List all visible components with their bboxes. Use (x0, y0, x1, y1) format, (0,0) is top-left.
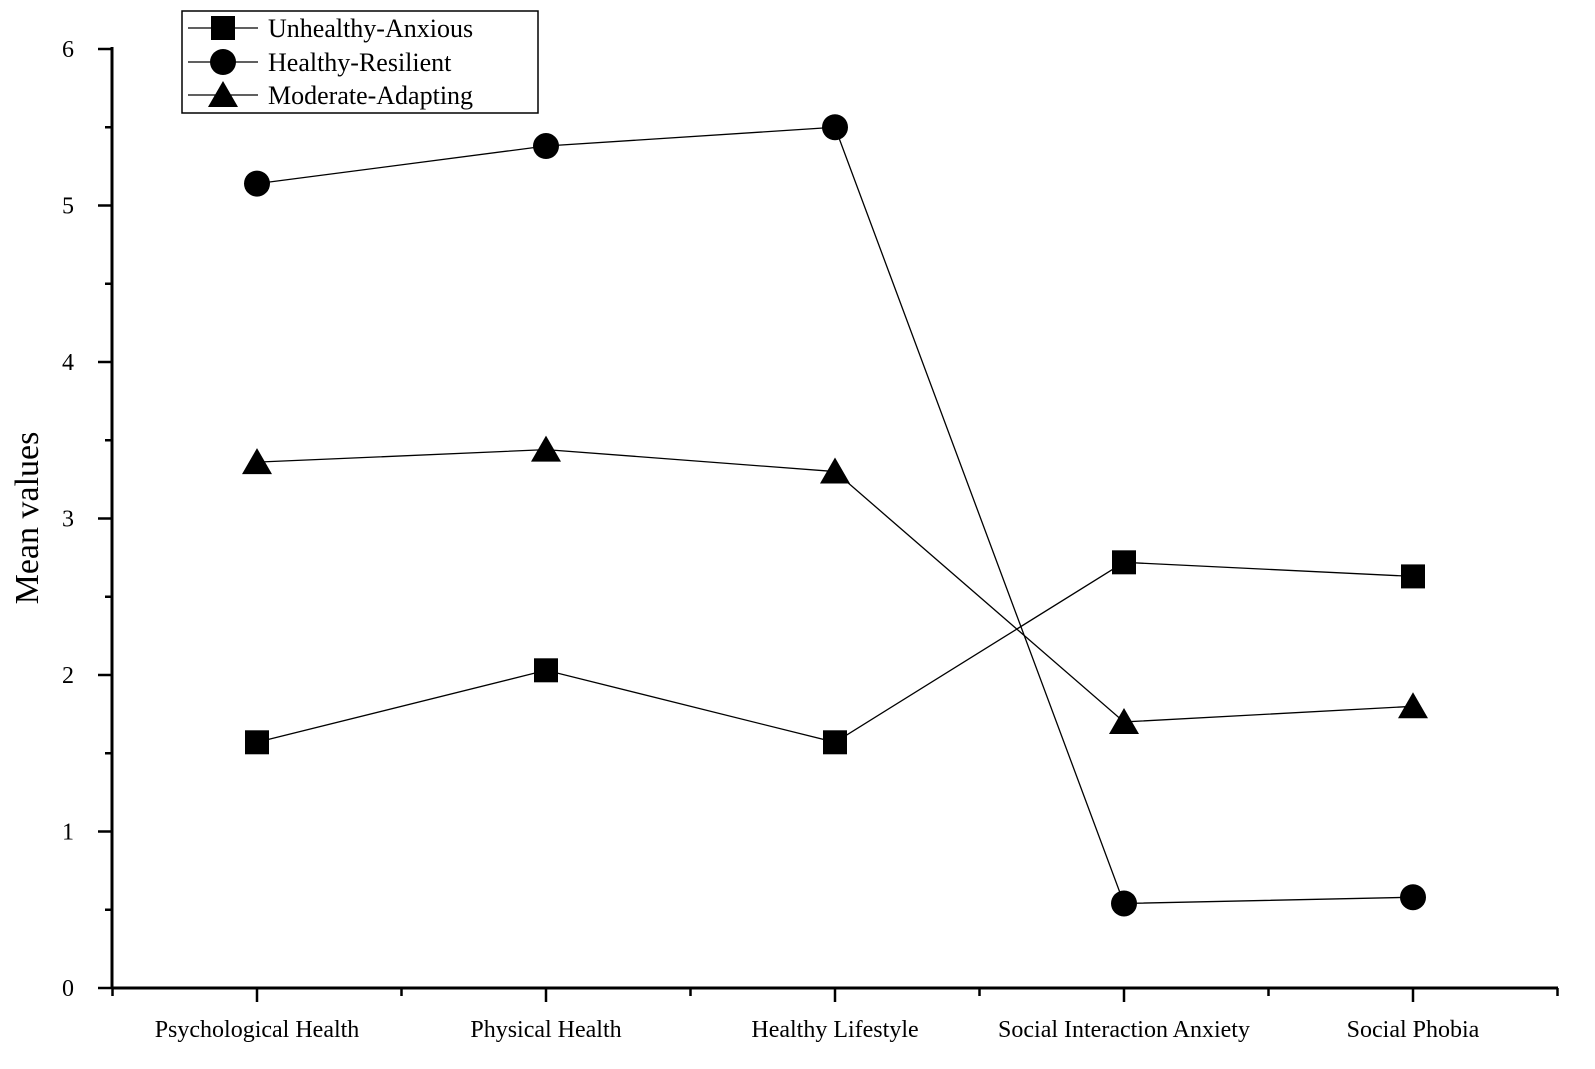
data-point (244, 170, 270, 197)
y-tick-label: 0 (62, 976, 74, 1002)
y-tick-label: 4 (62, 350, 74, 376)
legend-marker (208, 81, 238, 107)
x-tick-label: Social Phobia (1347, 1017, 1480, 1043)
data-point (1400, 884, 1426, 911)
series-markers (242, 114, 1428, 917)
x-tick-label: Physical Health (470, 1017, 621, 1043)
series-lines (256, 126, 1414, 905)
x-tick-label: Healthy Lifestyle (751, 1017, 918, 1043)
series-line (256, 448, 1414, 723)
data-point (533, 133, 559, 160)
legend-label: Moderate-Adapting (268, 81, 473, 110)
y-tick-label: 1 (62, 820, 74, 846)
y-tick-label: 2 (62, 663, 74, 689)
data-point (1112, 550, 1136, 575)
legend-label: Healthy-Resilient (268, 48, 452, 77)
legend-marker (210, 49, 236, 75)
data-point (531, 435, 561, 462)
x-tick-label: Psychological Health (155, 1017, 360, 1043)
data-point (1109, 707, 1139, 734)
series-line (256, 126, 1414, 905)
legend: Unhealthy-Anxious Healthy-Resilient Modera… (181, 10, 539, 114)
legend-marker (211, 16, 235, 40)
legend-label: Unhealthy-Anxious (268, 14, 473, 43)
data-point (823, 730, 847, 755)
data-point (1401, 564, 1425, 589)
data-point (534, 658, 558, 683)
x-tick-label: Social Interaction Anxiety (998, 1017, 1250, 1043)
data-point (245, 730, 269, 755)
data-point (1111, 890, 1137, 917)
y-tick-label: 5 (62, 194, 74, 220)
y-axis-title: Mean values (9, 432, 46, 605)
y-tick-label: 3 (62, 507, 74, 533)
axes: 0 1 2 3 4 5 6 Psychological Health Physical Heal… (62, 37, 1559, 1043)
data-point (1398, 692, 1428, 719)
y-tick-label: 6 (62, 37, 74, 63)
data-point (820, 457, 850, 484)
data-point (242, 448, 272, 475)
data-point (822, 114, 848, 141)
